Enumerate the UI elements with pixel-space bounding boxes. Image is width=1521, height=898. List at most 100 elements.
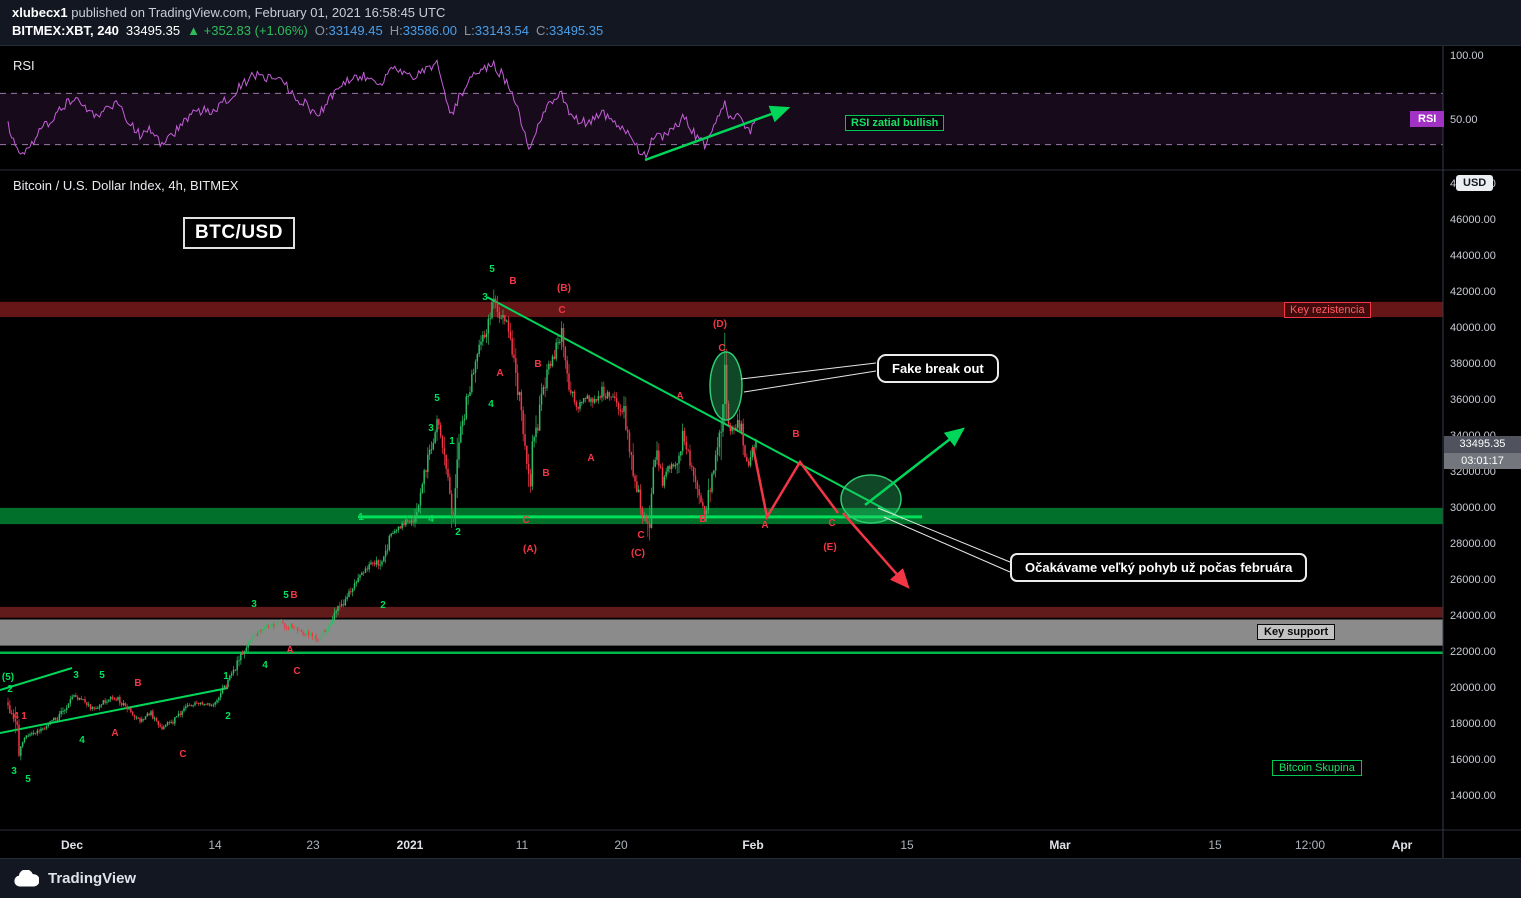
svg-text:Feb: Feb [742, 838, 763, 852]
svg-text:5: 5 [283, 590, 289, 601]
svg-text:2: 2 [380, 600, 386, 611]
svg-text:32000.00: 32000.00 [1450, 466, 1496, 478]
svg-text:5: 5 [489, 264, 495, 275]
svg-text:(C): (C) [631, 548, 645, 559]
svg-text:28000.00: 28000.00 [1450, 538, 1496, 550]
svg-text:14: 14 [208, 838, 222, 852]
svg-text:B: B [699, 514, 706, 525]
bar-countdown-badge: 03:01:17 [1444, 453, 1521, 469]
svg-text:4: 4 [488, 399, 494, 410]
ohlc-high: H:33586.00 [389, 23, 457, 38]
svg-text:B: B [290, 590, 297, 601]
ohlc-open: O:33149.45 [314, 23, 383, 38]
svg-text:14000.00: 14000.00 [1450, 790, 1496, 802]
svg-text:2: 2 [7, 684, 13, 695]
svg-text:5: 5 [25, 774, 31, 785]
svg-text:A: A [286, 645, 293, 656]
svg-text:(E): (E) [823, 542, 836, 553]
svg-text:(A): (A) [523, 544, 537, 555]
bitcoin-skupina-label: Bitcoin Skupina [1272, 760, 1362, 776]
svg-text:C: C [293, 666, 300, 677]
svg-text:4: 4 [79, 735, 85, 746]
svg-text:42000.00: 42000.00 [1450, 286, 1496, 298]
svg-text:24000.00: 24000.00 [1450, 610, 1496, 622]
price-change: ▲ +352.83 (+1.06%) [187, 23, 308, 38]
svg-text:C: C [828, 518, 835, 529]
svg-text:A: A [761, 520, 768, 531]
svg-text:44000.00: 44000.00 [1450, 250, 1496, 262]
svg-text:Dec: Dec [61, 838, 83, 852]
svg-text:4: 4 [13, 711, 19, 722]
cloud-icon [14, 870, 39, 887]
svg-text:A: A [676, 391, 683, 402]
svg-text:1: 1 [223, 671, 229, 682]
svg-text:40000.00: 40000.00 [1450, 322, 1496, 334]
svg-text:38000.00: 38000.00 [1450, 358, 1496, 370]
svg-text:2021: 2021 [397, 838, 424, 852]
svg-text:20: 20 [614, 838, 628, 852]
rsi-axis-badge: RSI [1410, 111, 1445, 127]
february-move-callout: Očakávame veľký pohyb už počas februára [1010, 553, 1308, 582]
svg-text:15: 15 [900, 838, 914, 852]
author-link[interactable]: xlubecx1 [12, 5, 68, 20]
symbol-line: BITMEX:XBT, 240 33495.35 ▲ +352.83 (+1.0… [12, 23, 1521, 38]
rsi-panel-title: RSI [13, 58, 35, 73]
svg-text:20000.00: 20000.00 [1450, 682, 1496, 694]
svg-text:26000.00: 26000.00 [1450, 574, 1496, 586]
svg-text:4: 4 [428, 514, 434, 525]
svg-text:A: A [111, 728, 118, 739]
svg-text:Apr: Apr [1392, 838, 1413, 852]
tradingview-logo[interactable] [13, 870, 39, 887]
svg-text:23: 23 [306, 838, 320, 852]
change-value: +352.83 (+1.06%) [203, 23, 308, 38]
svg-text:Mar: Mar [1049, 838, 1071, 852]
up-arrow-icon: ▲ [187, 23, 201, 38]
svg-text:50.00: 50.00 [1450, 114, 1478, 126]
btcusd-label-box: BTC/USD [183, 217, 295, 249]
chart-title: Bitcoin / U.S. Dollar Index, 4h, BITMEX [13, 178, 239, 193]
footer: TradingView [0, 858, 1521, 898]
ohlc-close: C:33495.35 [536, 23, 604, 38]
svg-text:B: B [534, 359, 541, 370]
svg-text:B: B [134, 678, 141, 689]
svg-text:15: 15 [1208, 838, 1222, 852]
last-price: 33495.35 [125, 23, 181, 38]
symbol-title[interactable]: BITMEX:XBT, 240 [12, 23, 119, 38]
svg-text:C: C [718, 343, 725, 354]
svg-text:A: A [496, 368, 503, 379]
svg-text:3: 3 [73, 670, 79, 681]
published-text: published on TradingView.com, February 0… [67, 5, 446, 20]
svg-text:3: 3 [482, 292, 488, 303]
current-price-badge: 33495.35 [1444, 436, 1521, 453]
svg-text:(B): (B) [557, 283, 571, 294]
svg-text:B: B [509, 276, 516, 287]
svg-text:36000.00: 36000.00 [1450, 394, 1496, 406]
fake-breakout-callout: Fake break out [877, 354, 999, 383]
svg-text:A: A [587, 453, 594, 464]
svg-text:46000.00: 46000.00 [1450, 214, 1496, 226]
svg-text:16000.00: 16000.00 [1450, 754, 1496, 766]
rsi-bullish-note: RSI zatial bullish [845, 115, 945, 131]
svg-text:3: 3 [11, 766, 17, 777]
svg-text:5: 5 [434, 393, 440, 404]
svg-text:100.00: 100.00 [1450, 50, 1484, 62]
currency-toggle-badge[interactable]: USD [1456, 175, 1494, 191]
header: xlubecx1 published on TradingView.com, F… [0, 0, 1521, 46]
svg-text:30000.00: 30000.00 [1450, 502, 1496, 514]
svg-text:3: 3 [251, 599, 257, 610]
svg-text:C: C [637, 530, 644, 541]
svg-text:11: 11 [516, 838, 529, 852]
svg-text:1: 1 [449, 436, 455, 447]
svg-text:3: 3 [428, 423, 434, 434]
tradingview-brand[interactable]: TradingView [48, 870, 137, 887]
svg-text:C: C [558, 305, 565, 316]
svg-text:(5): (5) [2, 672, 14, 683]
key-resistance-label: Key rezistencia [1284, 302, 1371, 318]
svg-text:1: 1 [21, 711, 27, 722]
svg-text:12:00: 12:00 [1295, 838, 1325, 852]
svg-text:2: 2 [455, 527, 461, 538]
svg-text:1: 1 [358, 512, 364, 523]
ohlc-low: L:33143.54 [463, 23, 530, 38]
svg-text:(D): (D) [713, 319, 727, 330]
